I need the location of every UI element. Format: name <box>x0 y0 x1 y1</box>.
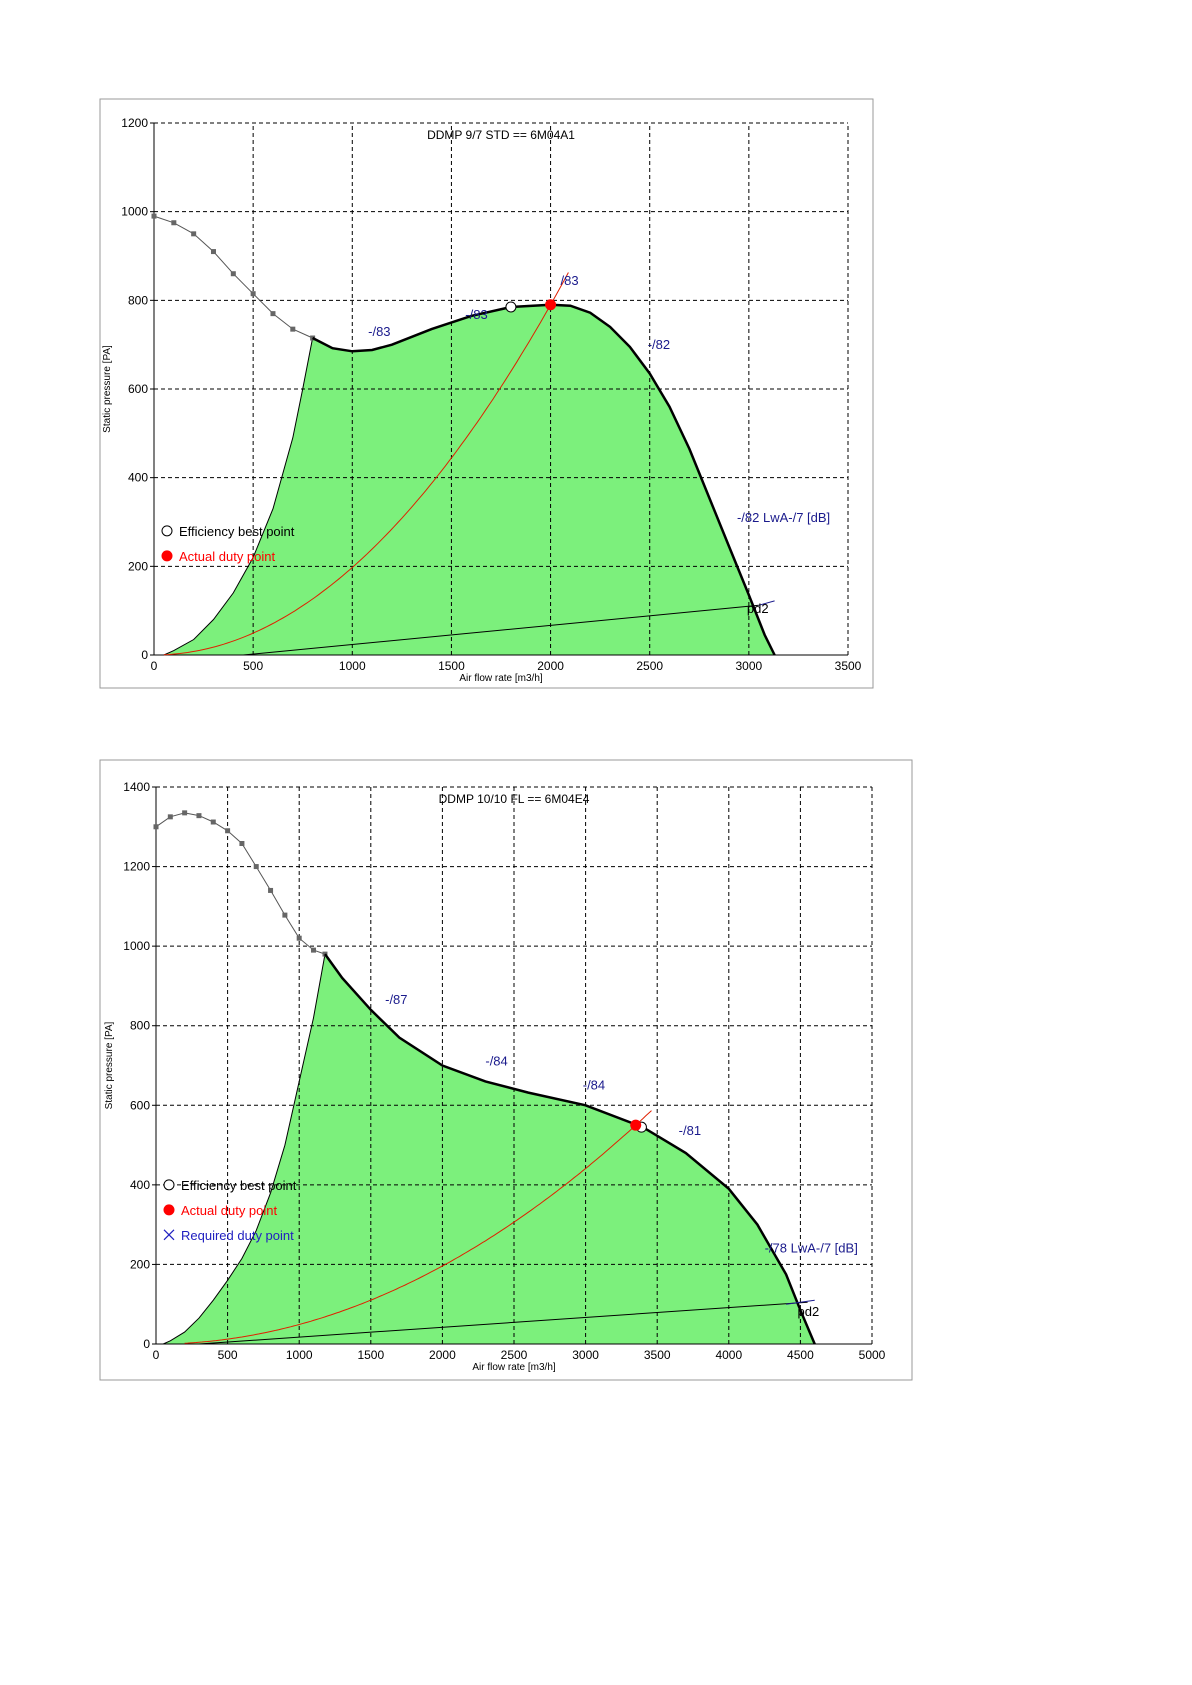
actual-duty-point <box>545 299 557 311</box>
x-tick-label: 1500 <box>357 1348 384 1362</box>
x-tick-label: 4000 <box>715 1348 742 1362</box>
fan-curve-marker <box>210 249 216 255</box>
y-tick-label: 200 <box>130 1257 150 1271</box>
curve-annotation: -/78 LwA-/7 [dB] <box>765 1240 858 1255</box>
fan-curve-marker <box>239 840 245 846</box>
x-tick-label: 3500 <box>835 659 862 673</box>
operating-area <box>163 954 815 1344</box>
pd2-line <box>243 604 759 656</box>
x-tick-label: 2500 <box>636 659 663 673</box>
y-tick-label: 1200 <box>121 116 148 130</box>
legend-dot-icon <box>163 1204 175 1216</box>
min-speed-curve <box>163 337 314 656</box>
curve-annotation: -/83 <box>368 324 390 339</box>
fan-curve-marker <box>253 864 259 870</box>
y-tick-label: 800 <box>128 293 148 307</box>
system-curve <box>184 1110 652 1344</box>
x-axis-label: Air flow rate [m3/h] <box>459 673 543 684</box>
fan-curve-marker <box>167 814 173 820</box>
curve-annotation: -/83 <box>465 307 487 322</box>
legend-label: Efficiency best point <box>179 524 295 539</box>
operating-area <box>163 304 775 655</box>
fan-curve-marker <box>250 291 256 297</box>
fan-curve <box>312 303 776 656</box>
y-tick-label: 600 <box>130 1098 150 1112</box>
actual-duty-point <box>630 1119 642 1131</box>
x-tick-label: 5000 <box>859 1348 886 1362</box>
min-speed-curve <box>162 954 326 1345</box>
y-axis-label: Static pressure [PA] <box>104 1021 115 1109</box>
x-tick-label: 0 <box>153 1348 160 1362</box>
curve-annotation: /83 <box>560 273 578 288</box>
legend-circle-icon <box>161 525 173 537</box>
pd2-line-ext <box>786 1299 815 1305</box>
curve-annotation: -/82 LwA-/7 [dB] <box>737 510 830 525</box>
legend-dot-icon <box>161 550 173 562</box>
fan-curve-marker <box>322 951 328 957</box>
pd2-line <box>198 1301 808 1345</box>
fan-curve-marker <box>311 947 317 953</box>
fan-curve-marker <box>196 813 202 819</box>
curve-annotation: -/82 <box>648 337 670 352</box>
fan-curve-marker <box>153 824 159 830</box>
y-tick-label: 400 <box>130 1178 150 1192</box>
fan-curve-marker <box>182 810 188 816</box>
fan-curve-marker <box>296 935 302 941</box>
curve-annotation: -/81 <box>679 1123 701 1138</box>
x-tick-label: 500 <box>243 659 263 673</box>
y-tick-label: 0 <box>141 648 148 662</box>
x-tick-label: 2000 <box>537 659 564 673</box>
y-tick-label: 0 <box>143 1337 150 1351</box>
legend-label: Efficiency best point <box>181 1178 297 1193</box>
y-tick-label: 200 <box>128 559 148 573</box>
fan-curve-marker <box>290 326 296 332</box>
curve-annotation: -/84 <box>583 1077 605 1092</box>
y-tick-label: 1200 <box>123 860 150 874</box>
y-tick-label: 1400 <box>123 780 150 794</box>
x-tick-label: 3000 <box>572 1348 599 1362</box>
x-tick-label: 1000 <box>286 1348 313 1362</box>
curve-annotation: pd2 <box>798 1304 820 1319</box>
fan-curve-marker <box>282 912 288 918</box>
x-tick-label: 2500 <box>501 1348 528 1362</box>
x-tick-label: 0 <box>151 659 158 673</box>
x-tick-label: 500 <box>218 1348 238 1362</box>
legend-circle-icon <box>163 1179 175 1191</box>
fan-curve-marker <box>191 231 197 237</box>
fan-curve-marker <box>210 819 216 825</box>
curve-annotation: -/87 <box>385 992 407 1007</box>
legend-label: Required duty point <box>181 1228 294 1243</box>
x-tick-label: 1000 <box>339 659 366 673</box>
x-tick-label: 4500 <box>787 1348 814 1362</box>
chart-title: DDMP 9/7 STD == 6M04A1 <box>427 128 575 142</box>
fan-curve-marker <box>230 271 236 277</box>
y-tick-label: 800 <box>130 1019 150 1033</box>
y-axis-label: Static pressure [PA] <box>102 345 113 433</box>
pd2-line-ext <box>758 600 775 606</box>
y-tick-label: 1000 <box>123 939 150 953</box>
x-tick-label: 2000 <box>429 1348 456 1362</box>
system-curve <box>163 272 569 656</box>
x-tick-label: 3000 <box>736 659 763 673</box>
legend-label: Actual duty point <box>181 1203 278 1218</box>
curve-annotation: pd2 <box>747 601 769 616</box>
fan-curve-marker <box>270 311 276 317</box>
x-tick-label: 3500 <box>644 1348 671 1362</box>
legend-x-icon <box>163 1229 175 1241</box>
fan-curve-marker <box>151 213 157 219</box>
x-tick-label: 1500 <box>438 659 465 673</box>
efficiency-best-point <box>505 301 517 313</box>
curve-annotation: -/84 <box>485 1054 507 1069</box>
y-tick-label: 1000 <box>121 205 148 219</box>
chart-title: DDMP 10/10 FL == 6M04E4 <box>439 792 590 806</box>
fan-curve-marker <box>268 887 274 893</box>
y-tick-label: 600 <box>128 382 148 396</box>
x-axis-label: Air flow rate [m3/h] <box>472 1362 556 1373</box>
fan-curve-marker <box>225 828 231 834</box>
fan-curve-marker <box>171 220 177 226</box>
legend-label: Actual duty point <box>179 549 276 564</box>
y-tick-label: 400 <box>128 471 148 485</box>
fan-curve <box>323 953 816 1345</box>
